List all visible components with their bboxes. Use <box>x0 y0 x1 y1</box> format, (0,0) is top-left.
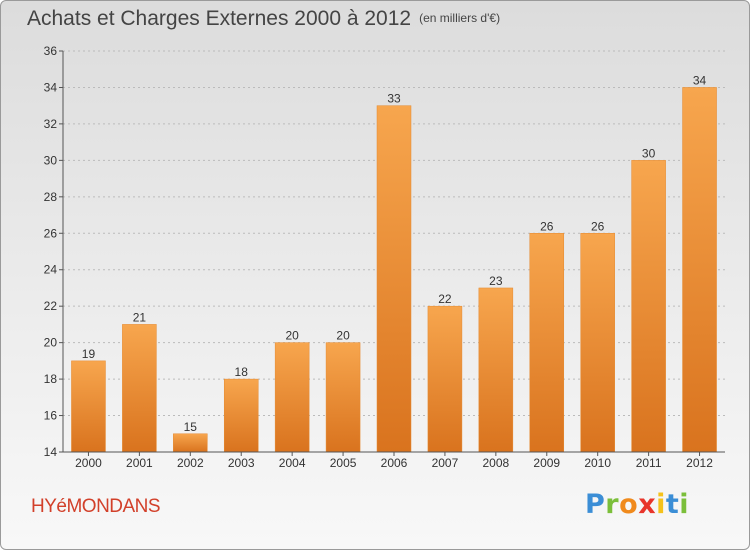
y-tick-label: 30 <box>44 153 58 167</box>
bar-value-label: 21 <box>133 310 147 324</box>
logo-letter: P <box>585 489 606 520</box>
bar <box>223 378 259 453</box>
x-tick-label: 2006 <box>381 456 408 470</box>
proxiti-logo: Proxiti <box>585 489 689 520</box>
y-tick-label: 24 <box>44 263 58 277</box>
y-tick-label: 32 <box>44 117 58 131</box>
bar-value-label: 20 <box>336 329 350 343</box>
bar-value-label: 22 <box>438 292 452 306</box>
y-tick-label: 26 <box>44 226 58 240</box>
bar <box>682 87 717 453</box>
logo-letter: o <box>619 489 639 520</box>
chart-unit: (en milliers d'€) <box>419 11 501 25</box>
bar <box>478 287 514 453</box>
y-tick-label: 34 <box>44 80 58 94</box>
bar-value-label: 30 <box>642 146 656 160</box>
bar <box>173 433 208 453</box>
y-tick-label: 28 <box>44 190 58 204</box>
x-tick-label: 2007 <box>432 456 459 470</box>
logo-letter: x <box>638 489 657 520</box>
bar-value-label: 33 <box>387 92 401 106</box>
chart-title-text: Achats et Charges Externes 2000 à 2012 <box>27 7 412 30</box>
x-tick-label: 2012 <box>686 456 713 470</box>
bar <box>71 360 106 453</box>
x-tick-label: 2001 <box>126 456 153 470</box>
bar <box>376 105 412 453</box>
x-tick-label: 2005 <box>330 456 357 470</box>
x-tick-label: 2000 <box>75 456 102 470</box>
x-tick-label: 2002 <box>177 456 204 470</box>
x-tick-label: 2009 <box>533 456 560 470</box>
logo-letter: i <box>679 489 690 520</box>
y-tick-label: 16 <box>44 409 58 423</box>
axes <box>59 50 725 456</box>
chart-title: Achats et Charges Externes 2000 à 2012 (e… <box>27 7 500 31</box>
bar-value-label: 20 <box>285 329 299 343</box>
x-tick-label: 2003 <box>228 456 255 470</box>
bar <box>274 342 310 453</box>
x-tick-label: 2008 <box>482 456 509 470</box>
y-tick-label: 22 <box>44 299 58 313</box>
logo-letter: r <box>605 489 620 520</box>
bar <box>325 342 361 453</box>
x-tick-label: 2011 <box>636 456 662 470</box>
y-tick-label: 18 <box>44 372 58 386</box>
x-tick-label: 2004 <box>279 456 306 470</box>
bar-value-label: 18 <box>235 365 249 379</box>
bar-value-label: 19 <box>82 347 96 361</box>
labels: 14 16 18 20 22 24 26 28 30 32 34 36 19 2000 21 2001 15 20… <box>44 44 714 470</box>
bar-value-label: 26 <box>591 219 605 233</box>
bar-value-label: 15 <box>184 420 198 434</box>
commune-name: HYéMONDANS <box>31 496 161 517</box>
bar-value-label: 23 <box>489 274 503 288</box>
bar <box>631 160 666 453</box>
logo-letter: i <box>656 489 666 520</box>
bar-value-label: 34 <box>693 73 707 87</box>
bar <box>529 233 565 453</box>
bar-value-label: 26 <box>540 219 554 233</box>
bar <box>580 233 615 453</box>
y-tick-label: 36 <box>44 44 58 58</box>
bar <box>122 324 157 453</box>
bar <box>427 305 463 453</box>
x-tick-label: 2010 <box>584 456 611 470</box>
y-tick-label: 14 <box>44 445 58 459</box>
logo-letter: t <box>665 489 680 520</box>
y-tick-label: 20 <box>44 336 58 350</box>
